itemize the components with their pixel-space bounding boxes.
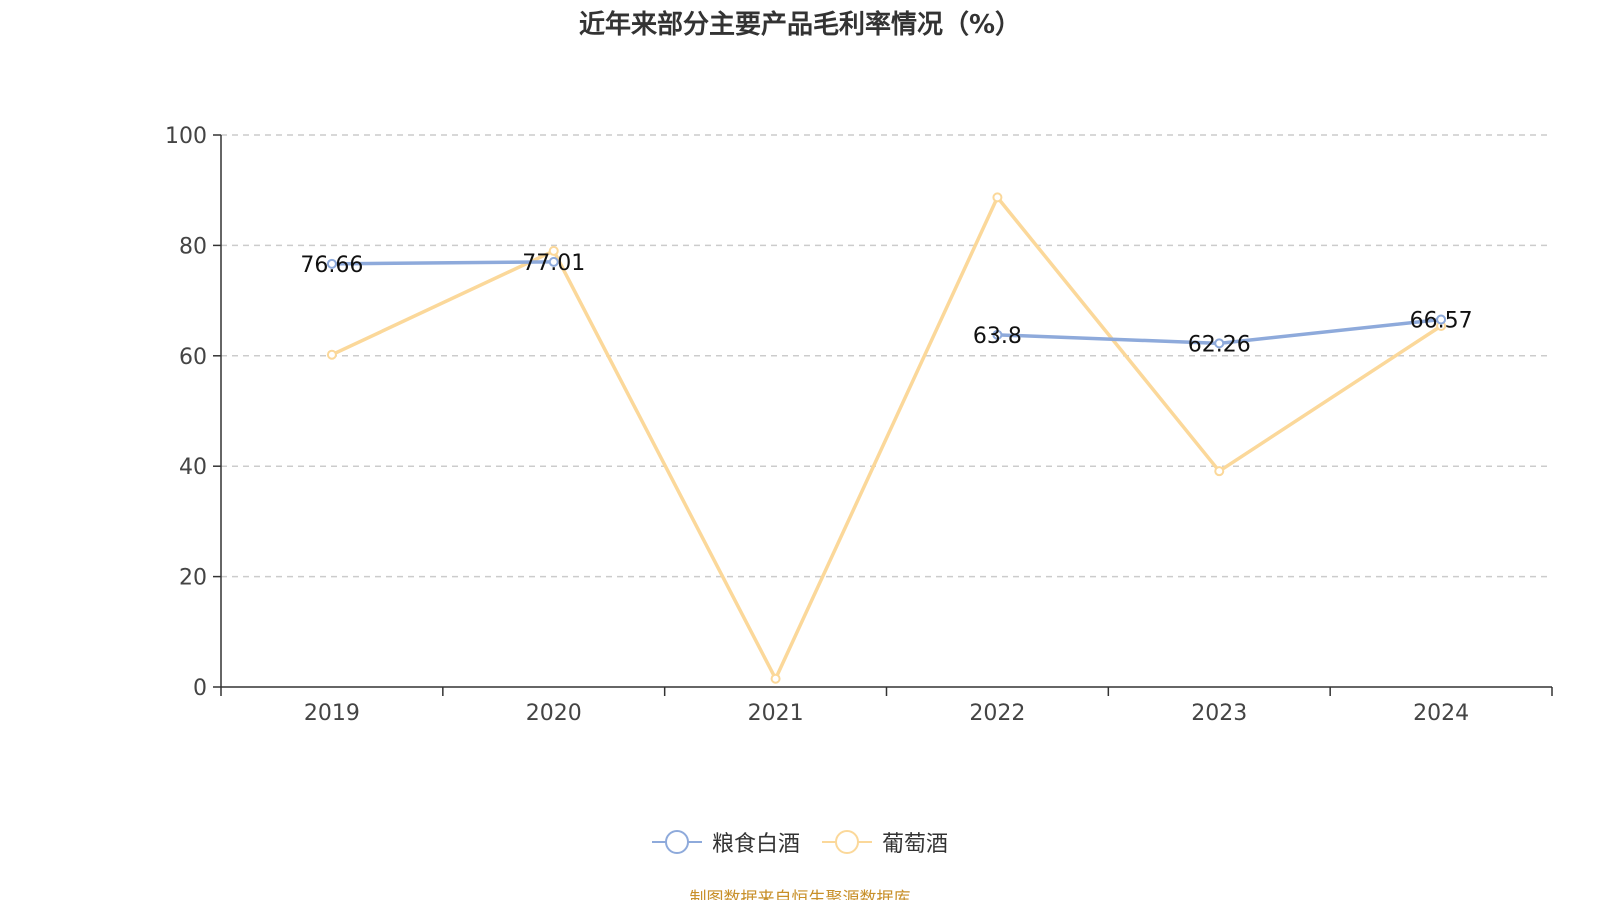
y-tick-label: 100 — [165, 124, 207, 149]
legend-item-wine[interactable]: 葡萄酒 — [822, 826, 948, 858]
data-point — [326, 258, 337, 269]
axes: 0 20 40 60 80 100 2019 2020 2021 2022 2023 2024 — [165, 124, 1553, 726]
y-tick-label: 60 — [179, 345, 207, 370]
data-point — [1214, 466, 1225, 477]
data-point — [1214, 338, 1225, 349]
data-label: 76.66 — [300, 253, 363, 278]
series — [326, 192, 1447, 684]
y-tick-label: 80 — [179, 234, 207, 259]
data-labels: 76.66 77.01 63.8 62.26 66.57 — [300, 251, 1472, 357]
legend-line-circle-icon — [651, 830, 702, 854]
y-tick-label: 0 — [193, 676, 207, 701]
data-label: 66.57 — [1410, 309, 1473, 334]
data-point — [548, 256, 559, 267]
x-tick-label: 2021 — [748, 701, 804, 726]
data-label: 62.26 — [1188, 332, 1251, 357]
data-point — [548, 245, 559, 256]
data-point — [992, 329, 1003, 340]
data-label: 77.01 — [522, 251, 585, 276]
x-tick-label: 2020 — [526, 701, 582, 726]
legend-item-baijiu[interactable]: 粮食白酒 — [651, 826, 800, 858]
legend-line-circle-icon — [822, 830, 872, 854]
legend: 粮食白酒 葡萄酒 — [0, 826, 1600, 858]
series-line — [330, 260, 556, 266]
legend-label-baijiu: 粮食白酒 — [711, 832, 800, 857]
data-point — [326, 349, 337, 360]
data-point — [770, 673, 781, 684]
x-tick-label: 2019 — [304, 701, 360, 726]
data-point — [1436, 314, 1447, 325]
data-label: 63.8 — [973, 324, 1022, 349]
x-tick-label: 2024 — [1413, 701, 1469, 726]
legend-label-wine: 葡萄酒 — [882, 832, 949, 857]
data-point — [992, 192, 1003, 203]
chart-title: 近年来部分主要产品毛利率情况（%） — [578, 10, 1022, 40]
series-line — [330, 195, 1443, 681]
y-tick-label: 20 — [179, 566, 207, 591]
x-tick-label: 2022 — [969, 701, 1025, 726]
grid-lines — [221, 134, 1552, 578]
y-tick-label: 40 — [179, 455, 207, 480]
x-tick-label: 2023 — [1191, 701, 1247, 726]
source-note: 制图数据来自恒生聚源数据库 — [689, 889, 911, 900]
